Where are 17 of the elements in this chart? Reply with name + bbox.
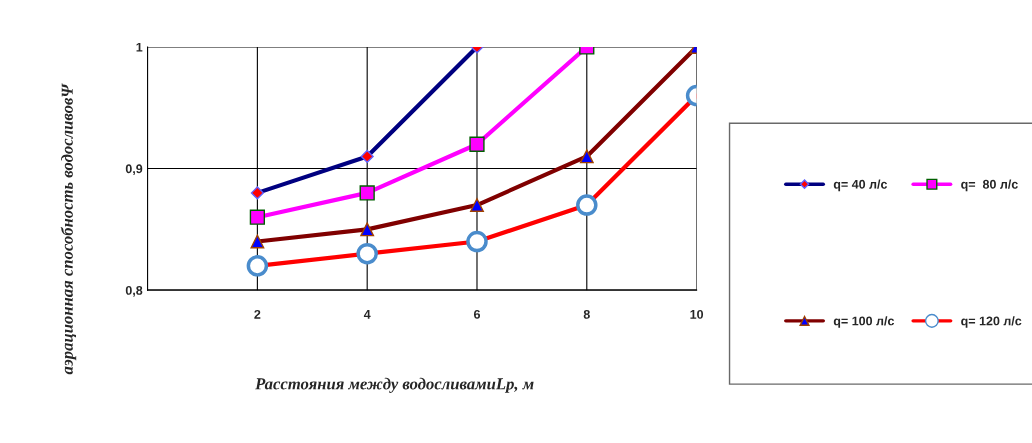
- legend-label: q= 100 л/с: [833, 316, 895, 328]
- x-tick-label: 6: [473, 309, 481, 319]
- point: [469, 136, 485, 152]
- x-tick-label: 10: [690, 309, 704, 319]
- legend-label: q= 80 л/с: [961, 179, 1018, 192]
- point: [249, 209, 266, 225]
- x-tick-label: 2: [254, 309, 261, 319]
- point: [359, 185, 375, 201]
- legend-label: q= 120 л/с: [961, 316, 1022, 328]
- y-tick-label: 0,9: [125, 164, 143, 176]
- x-tick-label: 4: [363, 310, 371, 319]
- x-tick-label: 8: [583, 309, 590, 319]
- legend-label: q= 40 л/с: [833, 179, 888, 192]
- y-tick-label: 1: [136, 42, 143, 52]
- y-tick-label: 0,8: [125, 285, 143, 297]
- x-axis-title: Расстояния между водосливамиLр, м: [255, 377, 534, 393]
- y-axis-title: аэрационная способность водосливовΨ: [60, 83, 77, 375]
